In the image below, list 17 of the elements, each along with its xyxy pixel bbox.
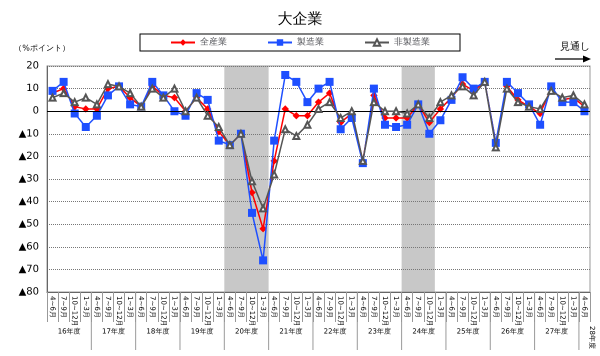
y-tick-label: ▲80 — [18, 286, 39, 298]
y-axis-title: （%ポイント） — [14, 44, 70, 52]
y-tick-label: 0 — [32, 106, 39, 117]
y-tick-label: ▲50 — [18, 218, 39, 230]
y-tick-label: ▲20 — [18, 150, 39, 162]
legend-label: 全産業 — [200, 36, 227, 48]
chart-title: 大企業 — [278, 10, 322, 28]
y-tick-label: ▲70 — [18, 264, 39, 275]
y-tick-label: 10 — [26, 83, 39, 94]
y-tick-label: ▲10 — [18, 128, 39, 140]
legend-label: 製造業 — [297, 36, 324, 48]
text: 見通し — [560, 40, 590, 52]
y-tick-label: ▲40 — [18, 196, 39, 208]
legend-label: 非製造業 — [394, 36, 430, 48]
y-tick-label: ▲60 — [18, 241, 39, 252]
y-tick-label: 20 — [26, 60, 39, 72]
y-tick-label: ▲30 — [18, 174, 39, 184]
